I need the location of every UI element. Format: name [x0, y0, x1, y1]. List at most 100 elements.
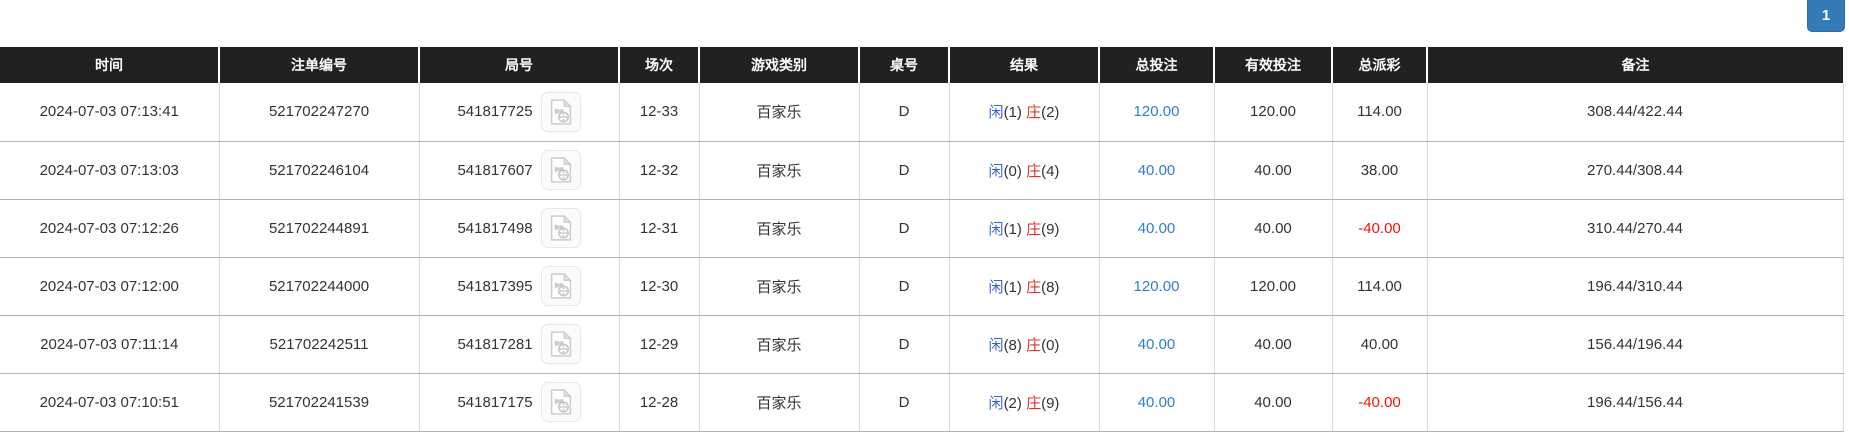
cell-total-payout: 40.00: [1331, 315, 1427, 374]
cell-total-bet: 40.00: [1098, 199, 1214, 258]
video-file-icon: [546, 97, 576, 127]
round-id-text: 541817607: [457, 161, 533, 179]
cell-time: 2024-07-03 07:10:51: [0, 373, 219, 432]
cell-total-bet: 120.00: [1098, 257, 1214, 316]
cell-total-bet: 40.00: [1098, 373, 1214, 432]
cell-remark: 196.44/310.44: [1426, 257, 1844, 316]
bet-records-table: 时间 注单编号 局号 场次 游戏类别 桌号 结果 总投注 有效投注 总派彩 备注…: [0, 47, 1844, 432]
table-row: 2024-07-03 07:12:26 521702244891 5418174…: [0, 199, 1844, 258]
table-header-row: 时间 注单编号 局号 场次 游戏类别 桌号 结果 总投注 有效投注 总派彩 备注: [0, 47, 1843, 83]
cell-bet-id: 521702241539: [218, 373, 419, 432]
cell-remark: 270.44/308.44: [1426, 141, 1844, 200]
cell-bet-id: 521702247270: [218, 83, 419, 142]
cell-session: 12-33: [618, 83, 699, 142]
cell-result: 闲(2) 庄(9): [948, 373, 1099, 432]
cell-total-bet: 40.00: [1098, 141, 1214, 200]
result-banker-count: (9): [1041, 394, 1060, 412]
cell-game-type: 百家乐: [698, 373, 859, 432]
cell-total-payout: 114.00: [1331, 257, 1427, 316]
video-replay-button[interactable]: [540, 382, 581, 422]
result-player-count: (0): [1003, 162, 1022, 180]
total-bet-link[interactable]: 40.00: [1137, 393, 1176, 411]
video-replay-button[interactable]: [540, 91, 581, 132]
cell-total-payout: -40.00: [1331, 199, 1427, 258]
total-bet-link[interactable]: 120.00: [1133, 103, 1180, 121]
video-file-icon: [546, 387, 576, 417]
result-banker-count: (2): [1041, 104, 1060, 122]
cell-bet-id: 521702246104: [218, 141, 419, 200]
cell-remark: 196.44/156.44: [1426, 373, 1844, 432]
result-banker-count: (9): [1041, 220, 1060, 238]
cell-session: 12-31: [618, 199, 699, 258]
cell-valid-bet: 40.00: [1213, 141, 1332, 200]
column-header-result: 结果: [948, 47, 1099, 83]
video-file-icon: [546, 329, 576, 359]
cell-table-no: D: [858, 199, 949, 258]
column-header-total-payout: 总派彩: [1331, 47, 1427, 83]
cell-result: 闲(0) 庄(4): [948, 141, 1099, 200]
table-row: 2024-07-03 07:10:51 521702241539 5418171…: [0, 373, 1844, 432]
cell-bet-id: 521702244000: [218, 257, 419, 316]
top-toolbar: 1: [0, 0, 1849, 47]
column-header-total-bet: 总投注: [1098, 47, 1214, 83]
round-id-text: 541817281: [457, 335, 533, 353]
cell-valid-bet: 40.00: [1213, 199, 1332, 258]
result-banker-label: 庄: [1026, 394, 1042, 412]
video-replay-button[interactable]: [540, 324, 581, 364]
total-bet-link[interactable]: 120.00: [1133, 277, 1180, 295]
cell-total-payout: -40.00: [1331, 373, 1427, 432]
pagination-page-1-button[interactable]: 1: [1807, 0, 1845, 32]
cell-valid-bet: 40.00: [1213, 315, 1332, 374]
result-banker-label: 庄: [1026, 278, 1042, 296]
result-banker-count: (0): [1041, 336, 1060, 354]
column-header-round-id: 局号: [418, 47, 619, 83]
cell-bet-id: 521702244891: [218, 199, 419, 258]
column-header-time: 时间: [0, 47, 219, 83]
cell-time: 2024-07-03 07:11:14: [0, 315, 219, 374]
total-bet-link[interactable]: 40.00: [1137, 219, 1176, 237]
cell-game-type: 百家乐: [698, 315, 859, 374]
cell-valid-bet: 40.00: [1213, 373, 1332, 432]
column-header-valid-bet: 有效投注: [1213, 47, 1332, 83]
cell-total-bet: 120.00: [1098, 83, 1214, 142]
cell-bet-id: 521702242511: [218, 315, 419, 374]
result-banker-label: 庄: [1026, 220, 1042, 238]
total-bet-link[interactable]: 40.00: [1137, 161, 1176, 179]
table-row: 2024-07-03 07:11:14 521702242511 5418172…: [0, 315, 1844, 374]
round-id-text: 541817725: [457, 103, 533, 121]
cell-table-no: D: [858, 141, 949, 200]
video-replay-button[interactable]: [540, 266, 581, 306]
result-player-label: 闲: [988, 162, 1004, 180]
cell-time: 2024-07-03 07:12:26: [0, 199, 219, 258]
cell-remark: 308.44/422.44: [1426, 83, 1844, 142]
table-row: 2024-07-03 07:12:00 521702244000 5418173…: [0, 257, 1844, 316]
result-player-label: 闲: [988, 220, 1004, 238]
result-player-label: 闲: [988, 336, 1004, 354]
cell-valid-bet: 120.00: [1213, 83, 1332, 142]
result-player-count: (1): [1003, 278, 1022, 296]
cell-total-payout: 38.00: [1331, 141, 1427, 200]
column-header-game-type: 游戏类别: [698, 47, 859, 83]
cell-round-id: 541817607: [418, 141, 619, 200]
result-player-count: (1): [1003, 104, 1022, 122]
result-player-label: 闲: [988, 104, 1004, 122]
cell-valid-bet: 120.00: [1213, 257, 1332, 316]
video-replay-button[interactable]: [540, 208, 581, 248]
cell-game-type: 百家乐: [698, 141, 859, 200]
cell-result: 闲(1) 庄(9): [948, 199, 1099, 258]
total-bet-link[interactable]: 40.00: [1137, 335, 1176, 353]
cell-game-type: 百家乐: [698, 83, 859, 142]
result-banker-label: 庄: [1026, 336, 1042, 354]
result-player-label: 闲: [988, 278, 1004, 296]
result-banker-label: 庄: [1026, 162, 1042, 180]
cell-table-no: D: [858, 83, 949, 142]
video-file-icon: [546, 155, 576, 185]
result-player-label: 闲: [988, 394, 1004, 412]
video-replay-button[interactable]: [540, 150, 581, 190]
result-banker-label: 庄: [1026, 104, 1042, 122]
cell-result: 闲(1) 庄(8): [948, 257, 1099, 316]
round-id-text: 541817395: [457, 277, 533, 295]
cell-round-id: 541817725: [418, 83, 619, 142]
video-file-icon: [546, 271, 576, 301]
cell-session: 12-32: [618, 141, 699, 200]
